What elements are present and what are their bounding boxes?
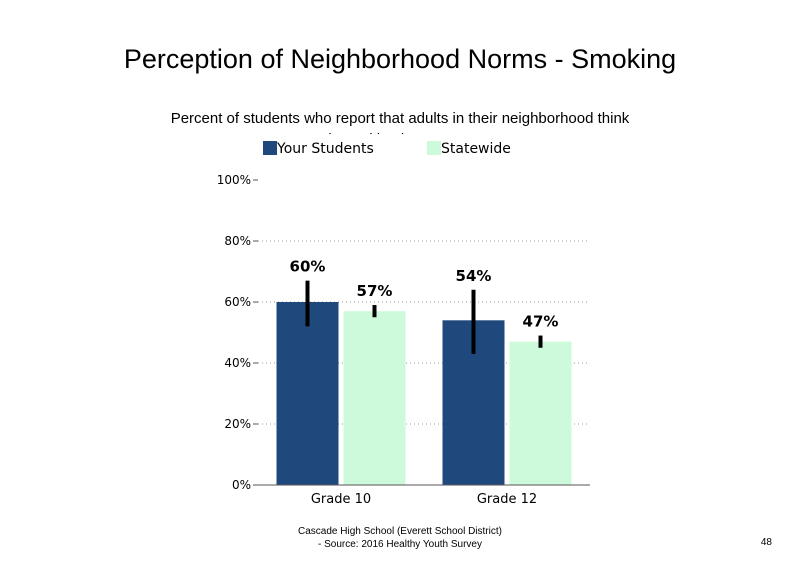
x-tick-label: Grade 10 [311,492,371,507]
page-number: 48 [760,537,772,548]
legend-label-statewide: Statewide [441,141,511,157]
y-tick-label: 80% [224,234,251,248]
legend-item-statewide: Statewide [427,141,511,157]
chart-title: Perception of Neighborhood Norms - Smoki… [123,44,677,74]
y-tick-label: 40% [224,356,251,370]
y-tick-label: 60% [224,295,251,309]
footer-source: Cascade High School (Everett School Dist… [250,525,550,551]
bar [509,341,572,485]
data-label: 47% [523,313,559,331]
footer-source-line: - Source: 2016 Healthy Youth Survey [318,539,482,550]
data-label: 54% [456,267,492,285]
x-tick-label: Grade 12 [477,492,537,507]
y-tick-label: 0% [232,478,251,492]
bar [343,311,406,485]
bar [276,302,339,485]
footer-school: Cascade High School (Everett School Dist… [298,526,502,537]
chart-subtitle: Percent of students who report that adul… [170,110,630,134]
legend-swatch-your-students [263,141,277,155]
y-tick-label: 100% [217,173,251,187]
y-tick-label: 20% [224,417,251,431]
data-label: 60% [290,258,326,276]
legend-swatch-statewide [427,141,441,155]
legend-item-your-students: Your Students [263,141,374,157]
data-label: 57% [357,282,393,300]
legend-label-your-students: Your Students [277,141,374,157]
